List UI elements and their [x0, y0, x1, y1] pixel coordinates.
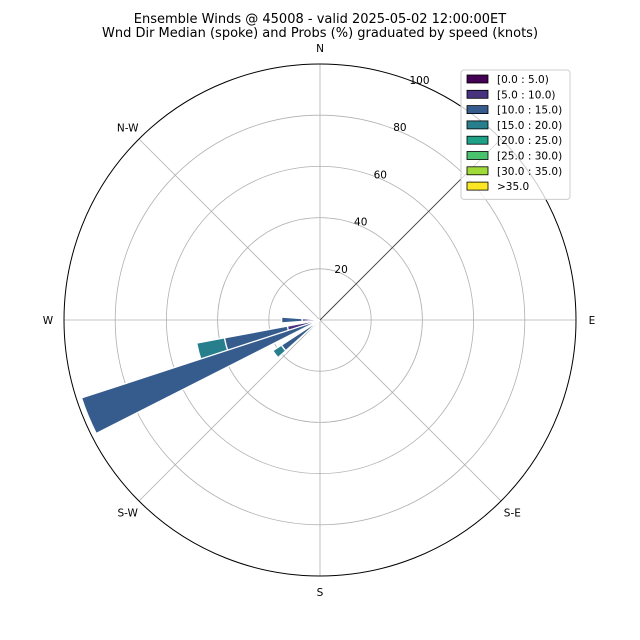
- bar-sector-3-bin-3: [271, 344, 287, 359]
- legend-label-3: [15.0 : 20.0): [497, 120, 562, 132]
- direction-label-4: S: [317, 587, 324, 599]
- legend-label-5: [25.0 : 30.0): [497, 151, 562, 163]
- direction-labels: N N-W W S-W S S-E E: [43, 43, 596, 599]
- legend-swatch-1: [466, 89, 489, 99]
- legend-swatch-5: [466, 151, 489, 160]
- radial-ticks: 20 40 60 80 100: [334, 75, 429, 276]
- legend-swatch-3: [466, 120, 489, 130]
- legend: [0.0 : 5.0) [5.0 : 10.0) [10.0 : 15.0) [15.…: [460, 69, 571, 200]
- grid-spoke-135: [319, 319, 502, 502]
- legend-label-1: [5.0 : 10.0): [497, 89, 555, 101]
- radial-tick-label-1: 40: [354, 217, 367, 229]
- radial-tick-label-3: 80: [393, 122, 406, 134]
- legend-swatch-2: [466, 105, 489, 114]
- direction-label-2: W: [43, 315, 54, 327]
- plot-border: [63, 63, 577, 577]
- radial-tick-label-4: 100: [409, 75, 429, 87]
- direction-label-6: E: [589, 315, 596, 327]
- direction-label-3: S-W: [117, 507, 138, 519]
- legend-label-0: [0.0 : 5.0): [497, 74, 549, 86]
- direction-label-1: N-W: [117, 123, 139, 135]
- radial-tick-label-2: 60: [374, 169, 387, 181]
- legend-label-4: [20.0 : 25.0): [497, 135, 562, 147]
- legend-swatch-0: [466, 74, 489, 84]
- direction-label-5: S-E: [504, 507, 521, 519]
- bar-sector-0-bin-2: [280, 316, 303, 324]
- chart-title: Ensemble Winds @ 45008 - valid 2025-05-0…: [134, 12, 506, 27]
- grid-spoke-315: [138, 138, 321, 321]
- legend-label-2: [10.0 : 15.0): [497, 105, 562, 117]
- wind-bars: [80, 316, 321, 435]
- chart-subtitle: Wnd Dir Median (spoke) and Probs (%) gra…: [102, 26, 538, 41]
- grid-spoke-225: [138, 319, 321, 502]
- legend-label-6: [30.0 : 35.0): [497, 166, 562, 178]
- radial-tick-label-0: 20: [334, 264, 347, 276]
- legend-swatch-7: [466, 181, 489, 191]
- legend-label-7: >35.0: [497, 181, 529, 193]
- legend-swatch-4: [466, 135, 489, 145]
- direction-label-0: N: [316, 43, 324, 55]
- legend-swatch-6: [466, 166, 489, 176]
